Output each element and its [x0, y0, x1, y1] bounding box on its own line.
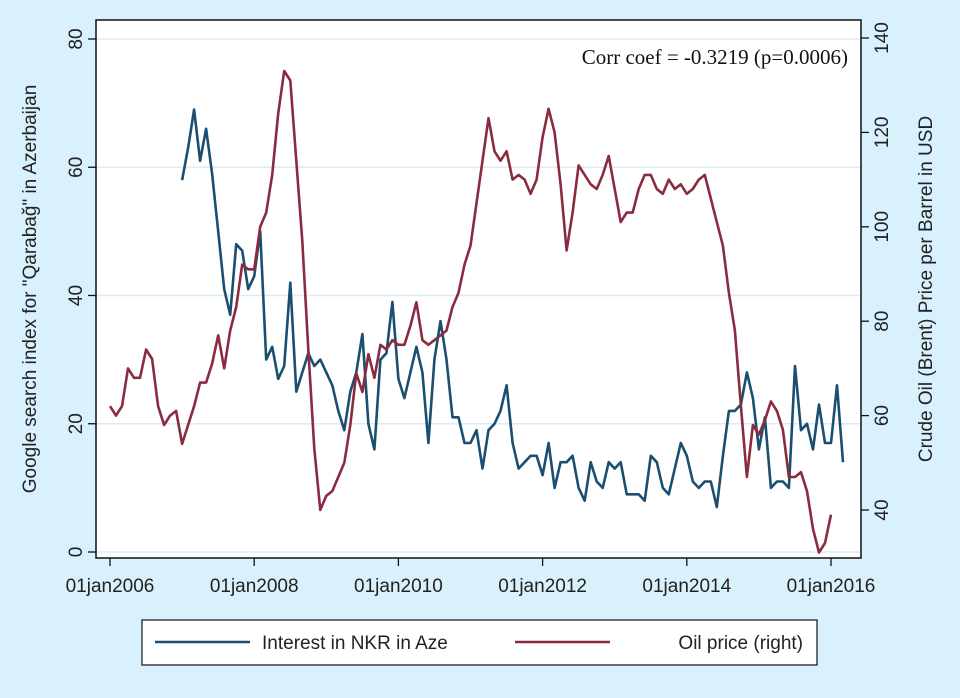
left-tick-label: 40 [66, 285, 87, 306]
x-axis: 01jan2006 01jan2008 01jan2010 01jan2012 01ja… [66, 558, 876, 597]
x-tick-label: 01jan2010 [354, 576, 443, 597]
left-tick-label: 0 [66, 547, 87, 558]
x-tick-label: 01jan2014 [642, 576, 731, 597]
left-tick-label: 80 [66, 28, 87, 49]
right-tick-label: 40 [872, 499, 893, 520]
left-axis: 0 20 40 60 80 [66, 28, 96, 557]
right-tick-label: 120 [872, 117, 893, 149]
right-tick-label: 100 [872, 211, 893, 243]
legend-box [141, 619, 818, 666]
series-line-interest [180, 108, 845, 509]
left-axis-title: Google search index for "Qarabağ" in Aze… [20, 85, 41, 494]
right-tick-label: 60 [872, 405, 893, 426]
legend-label-interest: Interest in NKR in Aze [262, 633, 448, 654]
right-tick-label: 140 [872, 22, 893, 54]
gridlines [96, 38, 861, 553]
x-tick-label: 01jan2008 [210, 576, 299, 597]
right-axis: 40 60 80 100 120 140 [861, 22, 893, 521]
x-tick-label: 01jan2006 [66, 576, 155, 597]
correlation-annotation: Corr coef = -0.3219 (p=0.0006) [582, 45, 848, 69]
right-tick-label: 80 [872, 311, 893, 332]
series-line-oil [108, 69, 833, 554]
left-tick-label: 20 [66, 413, 87, 434]
x-tick-label: 01jan2012 [498, 576, 587, 597]
legend-label-oil: Oil price (right) [678, 633, 803, 654]
x-tick-label: 01jan2016 [787, 576, 876, 597]
plot-frame [95, 19, 862, 559]
series-layer [108, 69, 845, 554]
legend: Interest in NKR in Aze Oil price (right) [141, 619, 818, 666]
right-axis-title: Crude Oil (Brent) Price per Barrel in US… [916, 116, 937, 462]
left-tick-label: 60 [66, 157, 87, 178]
